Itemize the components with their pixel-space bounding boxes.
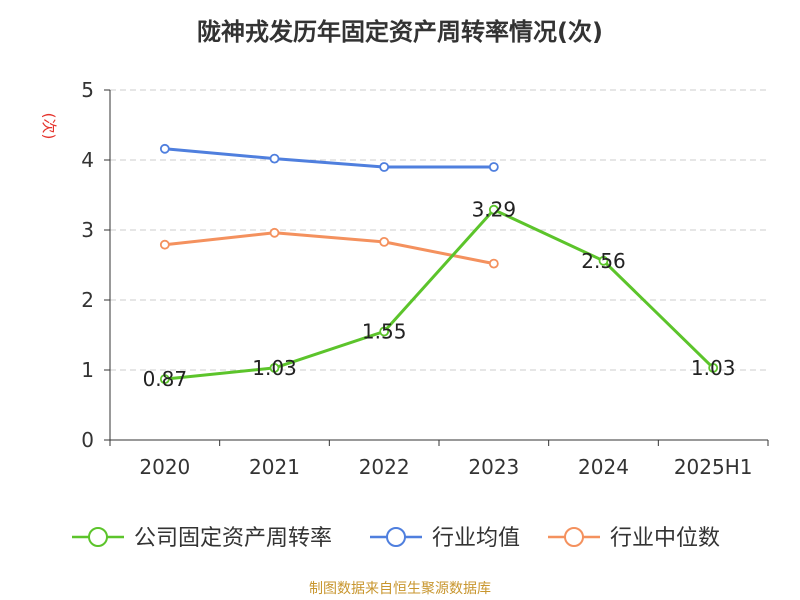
legend-marker-icon[interactable] xyxy=(88,527,108,547)
data-point[interactable] xyxy=(269,227,280,238)
legend[interactable]: 公司固定资产周转率 行业均值 行业中位数 xyxy=(72,526,720,551)
x-tick-label: 2025H1 xyxy=(674,455,753,479)
data-label: 1.55 xyxy=(362,320,407,344)
legend-label[interactable]: 行业中位数 xyxy=(610,526,720,551)
x-tick-label: 2023 xyxy=(468,455,519,479)
legend-label[interactable]: 行业均值 xyxy=(432,526,520,551)
data-labels: 0.87 1.03 1.55 3.29 2.56 1.03 xyxy=(143,198,736,391)
source-note: 制图数据来自恒生聚源数据库 xyxy=(309,581,491,597)
data-point[interactable] xyxy=(488,258,499,269)
data-point[interactable] xyxy=(269,153,280,164)
series-line-1 xyxy=(164,147,494,169)
data-point[interactable] xyxy=(269,362,280,373)
x-tick-label: 2022 xyxy=(359,455,410,479)
chart-title: 陇神戎发历年固定资产周转率情况(次) xyxy=(197,18,603,46)
data-point[interactable] xyxy=(488,204,499,215)
data-point[interactable] xyxy=(159,374,170,385)
y-tick-label: 1 xyxy=(81,358,94,382)
grid-lines xyxy=(110,89,768,371)
series-group xyxy=(159,143,719,385)
x-tick-label: 2021 xyxy=(249,455,300,479)
data-label: 1.03 xyxy=(252,356,297,380)
y-axis-label: (次) xyxy=(40,113,58,140)
data-point[interactable] xyxy=(708,362,719,373)
legend-marker-icon[interactable] xyxy=(386,527,406,547)
x-tick-label: 2024 xyxy=(578,455,629,479)
series-line-0 xyxy=(164,208,715,381)
y-tick-label: 5 xyxy=(81,78,94,102)
data-point[interactable] xyxy=(159,143,170,154)
y-tick-label: 0 xyxy=(81,428,94,452)
y-tick-label: 4 xyxy=(81,148,94,172)
axes: 0 1 2 3 4 5 2020 2021 2022 2023 2024 2025H1 (次) xyxy=(40,78,769,479)
legend-marker-icon[interactable] xyxy=(564,527,584,547)
y-tick-label: 3 xyxy=(81,218,94,242)
data-label: 2.56 xyxy=(581,249,626,273)
data-label: 0.87 xyxy=(143,367,188,391)
data-label: 1.03 xyxy=(691,356,736,380)
data-label: 3.29 xyxy=(472,198,517,222)
data-point[interactable] xyxy=(379,326,390,337)
x-tick-label: 2020 xyxy=(139,455,190,479)
data-point[interactable] xyxy=(488,162,499,172)
data-point[interactable] xyxy=(598,255,609,266)
data-point[interactable] xyxy=(379,236,390,247)
data-point[interactable] xyxy=(379,162,390,172)
y-tick-label: 2 xyxy=(81,288,94,312)
legend-label[interactable]: 公司固定资产周转率 xyxy=(134,526,332,551)
series-line-2 xyxy=(164,231,495,266)
data-point[interactable] xyxy=(159,239,170,250)
